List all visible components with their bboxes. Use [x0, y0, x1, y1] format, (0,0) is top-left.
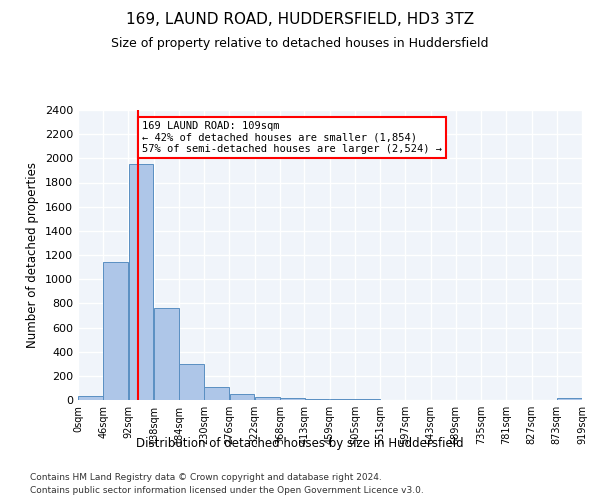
Bar	[255, 397, 280, 400]
Text: Size of property relative to detached houses in Huddersfield: Size of property relative to detached ho…	[111, 38, 489, 51]
Bar	[129, 164, 154, 400]
Text: Contains public sector information licensed under the Open Government Licence v3: Contains public sector information licen…	[30, 486, 424, 495]
Text: 169 LAUND ROAD: 109sqm
← 42% of detached houses are smaller (1,854)
57% of semi-: 169 LAUND ROAD: 109sqm ← 42% of detached…	[142, 121, 442, 154]
Bar	[230, 394, 254, 400]
Text: Contains HM Land Registry data © Crown copyright and database right 2024.: Contains HM Land Registry data © Crown c…	[30, 472, 382, 482]
Bar	[305, 399, 329, 400]
Text: Distribution of detached houses by size in Huddersfield: Distribution of detached houses by size …	[136, 438, 464, 450]
Bar	[557, 398, 582, 400]
Bar	[179, 364, 204, 400]
Text: 169, LAUND ROAD, HUDDERSFIELD, HD3 3TZ: 169, LAUND ROAD, HUDDERSFIELD, HD3 3TZ	[126, 12, 474, 28]
Bar	[205, 388, 229, 400]
Bar	[330, 399, 355, 400]
Bar	[154, 308, 179, 400]
Bar	[78, 396, 103, 400]
Bar	[280, 398, 305, 400]
Y-axis label: Number of detached properties: Number of detached properties	[26, 162, 40, 348]
Bar	[103, 262, 128, 400]
